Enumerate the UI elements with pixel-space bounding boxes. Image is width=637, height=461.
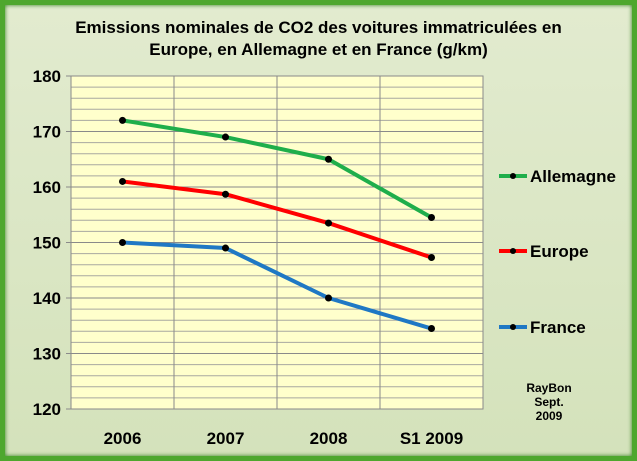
author-annotation: 2009 <box>536 409 563 423</box>
data-point-allemagne <box>222 133 229 141</box>
data-point-allemagne <box>119 116 126 124</box>
data-point-europe <box>119 177 126 185</box>
x-tick-label: 2006 <box>104 429 142 448</box>
data-point-allemagne <box>325 155 332 163</box>
legend-label-france: France <box>530 318 586 337</box>
x-tick-label: S1 2009 <box>400 429 463 448</box>
chart-title-line1: Emissions nominales de CO2 des voitures … <box>75 18 562 37</box>
legend-label-europe: Europe <box>530 242 589 261</box>
x-tick-label: 2008 <box>310 429 348 448</box>
data-point-europe <box>428 253 435 261</box>
y-tick-label: 120 <box>33 400 61 419</box>
chart-title-line2: Europe, en Allemagne et en France (g/km) <box>149 40 488 59</box>
author-annotation: Sept. <box>534 395 563 409</box>
x-tick-label: 2007 <box>207 429 245 448</box>
data-point-france <box>325 294 332 302</box>
chart-title: Emissions nominales de CO2 des voitures … <box>0 17 637 61</box>
series-line-france <box>122 240 433 331</box>
data-point-europe <box>325 219 332 227</box>
series-line-europe <box>122 179 433 260</box>
y-tick-label: 180 <box>33 67 61 86</box>
y-tick-label: 150 <box>33 234 61 253</box>
legend-label-allemagne: Allemagne <box>530 167 616 186</box>
data-point-france <box>428 325 435 333</box>
data-point-france <box>119 239 126 246</box>
legend-marker <box>510 248 516 254</box>
legend-marker <box>510 173 516 179</box>
y-tick-label: 130 <box>33 345 61 364</box>
y-tick-label: 170 <box>33 123 61 142</box>
series-line-allemagne <box>122 118 433 220</box>
author-annotation: RayBon <box>526 381 571 395</box>
data-point-europe <box>222 190 229 198</box>
data-point-allemagne <box>428 214 435 222</box>
y-tick-label: 140 <box>33 289 61 308</box>
data-point-france <box>222 244 229 252</box>
legend-marker <box>510 324 516 330</box>
y-tick-label: 160 <box>33 178 61 197</box>
